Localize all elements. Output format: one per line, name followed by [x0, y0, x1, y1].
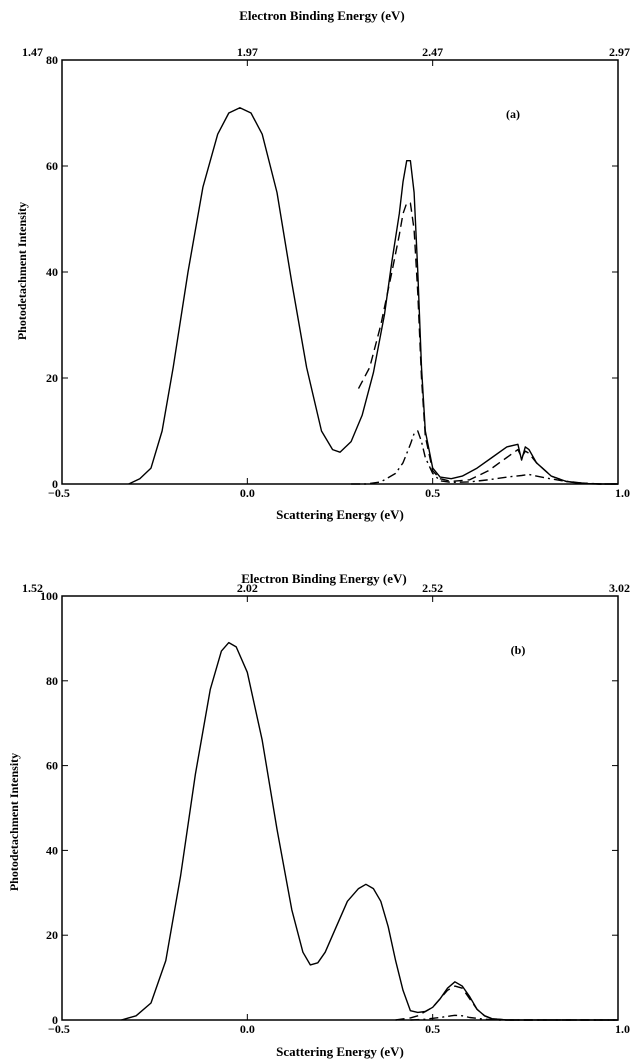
x-tick-label: −0.5	[48, 1022, 70, 1036]
x-tick-label: −0.5	[48, 486, 70, 500]
panel-label: (a)	[506, 107, 520, 121]
chart-panel-a: Electron Binding Energy (eV) Scattering …	[15, 8, 630, 522]
y-tick-label: 60	[46, 759, 58, 773]
x-tick-label: 0.0	[240, 1022, 255, 1036]
y-axis-title: Photodetachment Intensity	[7, 753, 21, 891]
y-axis-title: Photodetachment Intensity	[15, 202, 29, 340]
top-tick-label: 2.02	[237, 581, 258, 595]
series-line-dash-dot	[351, 430, 618, 485]
y-tick-label: 80	[46, 53, 58, 67]
plot-frame	[61, 595, 619, 1021]
x-tick-label: 0.5	[425, 486, 440, 500]
top-axis-title: Electron Binding Energy (eV)	[241, 571, 407, 586]
y-tick-label: 40	[46, 843, 58, 857]
x-tick-label: 1.0	[615, 1022, 630, 1036]
x-axis-title: Scattering Energy (eV)	[276, 507, 404, 522]
panel-label: (b)	[511, 643, 526, 657]
x-tick-label: 0.0	[240, 486, 255, 500]
y-tick-label: 20	[46, 371, 58, 385]
plot-frame	[61, 59, 619, 485]
top-tick-label: 2.47	[422, 45, 443, 59]
y-tick-label: 100	[40, 589, 58, 603]
x-tick-label: 1.0	[615, 486, 630, 500]
top-tick-label: 2.97	[609, 45, 630, 59]
y-tick-label: 40	[46, 265, 58, 279]
top-tick-label: 1.97	[237, 45, 258, 59]
top-tick-label: 1.47	[22, 45, 43, 59]
top-tick-label: 2.52	[422, 581, 443, 595]
series-line-dash-dot	[410, 1014, 618, 1021]
series-line-dashed	[357, 202, 618, 485]
chart-panel-b: Electron Binding Energy (eV) Scattering …	[7, 571, 630, 1059]
y-tick-label: 60	[46, 159, 58, 173]
y-tick-label: 0	[52, 1013, 58, 1027]
top-axis-title: Electron Binding Energy (eV)	[239, 8, 405, 23]
series-line-solid	[121, 641, 618, 1021]
x-axis-title: Scattering Energy (eV)	[276, 1044, 404, 1059]
y-tick-label: 20	[46, 928, 58, 942]
top-tick-label: 3.02	[609, 581, 630, 595]
top-tick-label: 1.52	[22, 581, 43, 595]
y-tick-label: 80	[46, 674, 58, 688]
series-line-solid	[128, 107, 618, 485]
x-tick-label: 0.5	[425, 1022, 440, 1036]
series-line-dashed	[395, 985, 618, 1021]
y-tick-label: 0	[52, 477, 58, 491]
